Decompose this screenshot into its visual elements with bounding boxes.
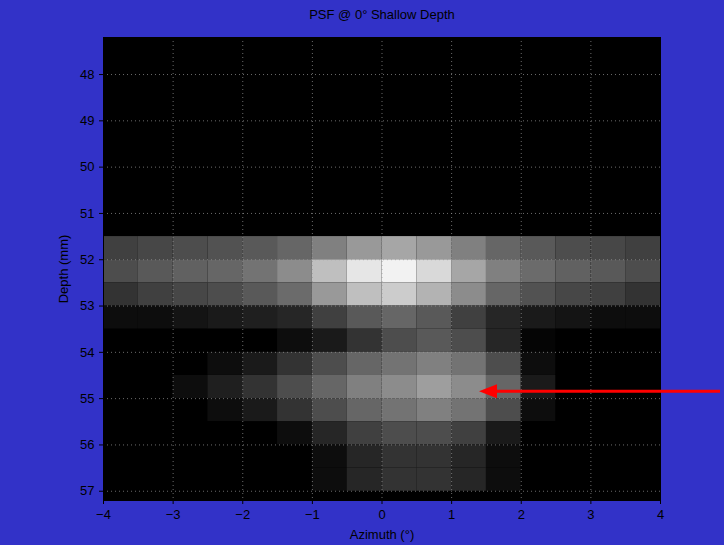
svg-text:1: 1 — [448, 507, 455, 522]
svg-text:−2: −2 — [235, 507, 250, 522]
svg-text:−3: −3 — [166, 507, 181, 522]
html-text:PSF @ 0° Shallow Depth: PSF @ 0° Shallow Depth — [309, 7, 455, 22]
svg-text:56: 56 — [80, 437, 94, 452]
svg-text:48: 48 — [80, 67, 94, 82]
svg-text:51: 51 — [80, 206, 94, 221]
svg-text:53: 53 — [80, 298, 94, 313]
svg-text:−1: −1 — [305, 507, 320, 522]
svg-text:54: 54 — [80, 345, 94, 360]
svg-text:57: 57 — [80, 483, 94, 498]
svg-text:55: 55 — [80, 391, 94, 406]
svg-text:4: 4 — [657, 507, 664, 522]
svg-text:50: 50 — [80, 159, 94, 174]
svg-text:2: 2 — [518, 507, 525, 522]
svg-text:0: 0 — [378, 507, 385, 522]
svg-text:52: 52 — [80, 252, 94, 267]
svg-text:Azimuth (°): Azimuth (°) — [350, 527, 414, 542]
svg-text:−4: −4 — [96, 507, 111, 522]
svg-text:3: 3 — [587, 507, 594, 522]
svg-text:Depth (mm): Depth (mm) — [56, 235, 71, 304]
svg-text:49: 49 — [80, 113, 94, 128]
